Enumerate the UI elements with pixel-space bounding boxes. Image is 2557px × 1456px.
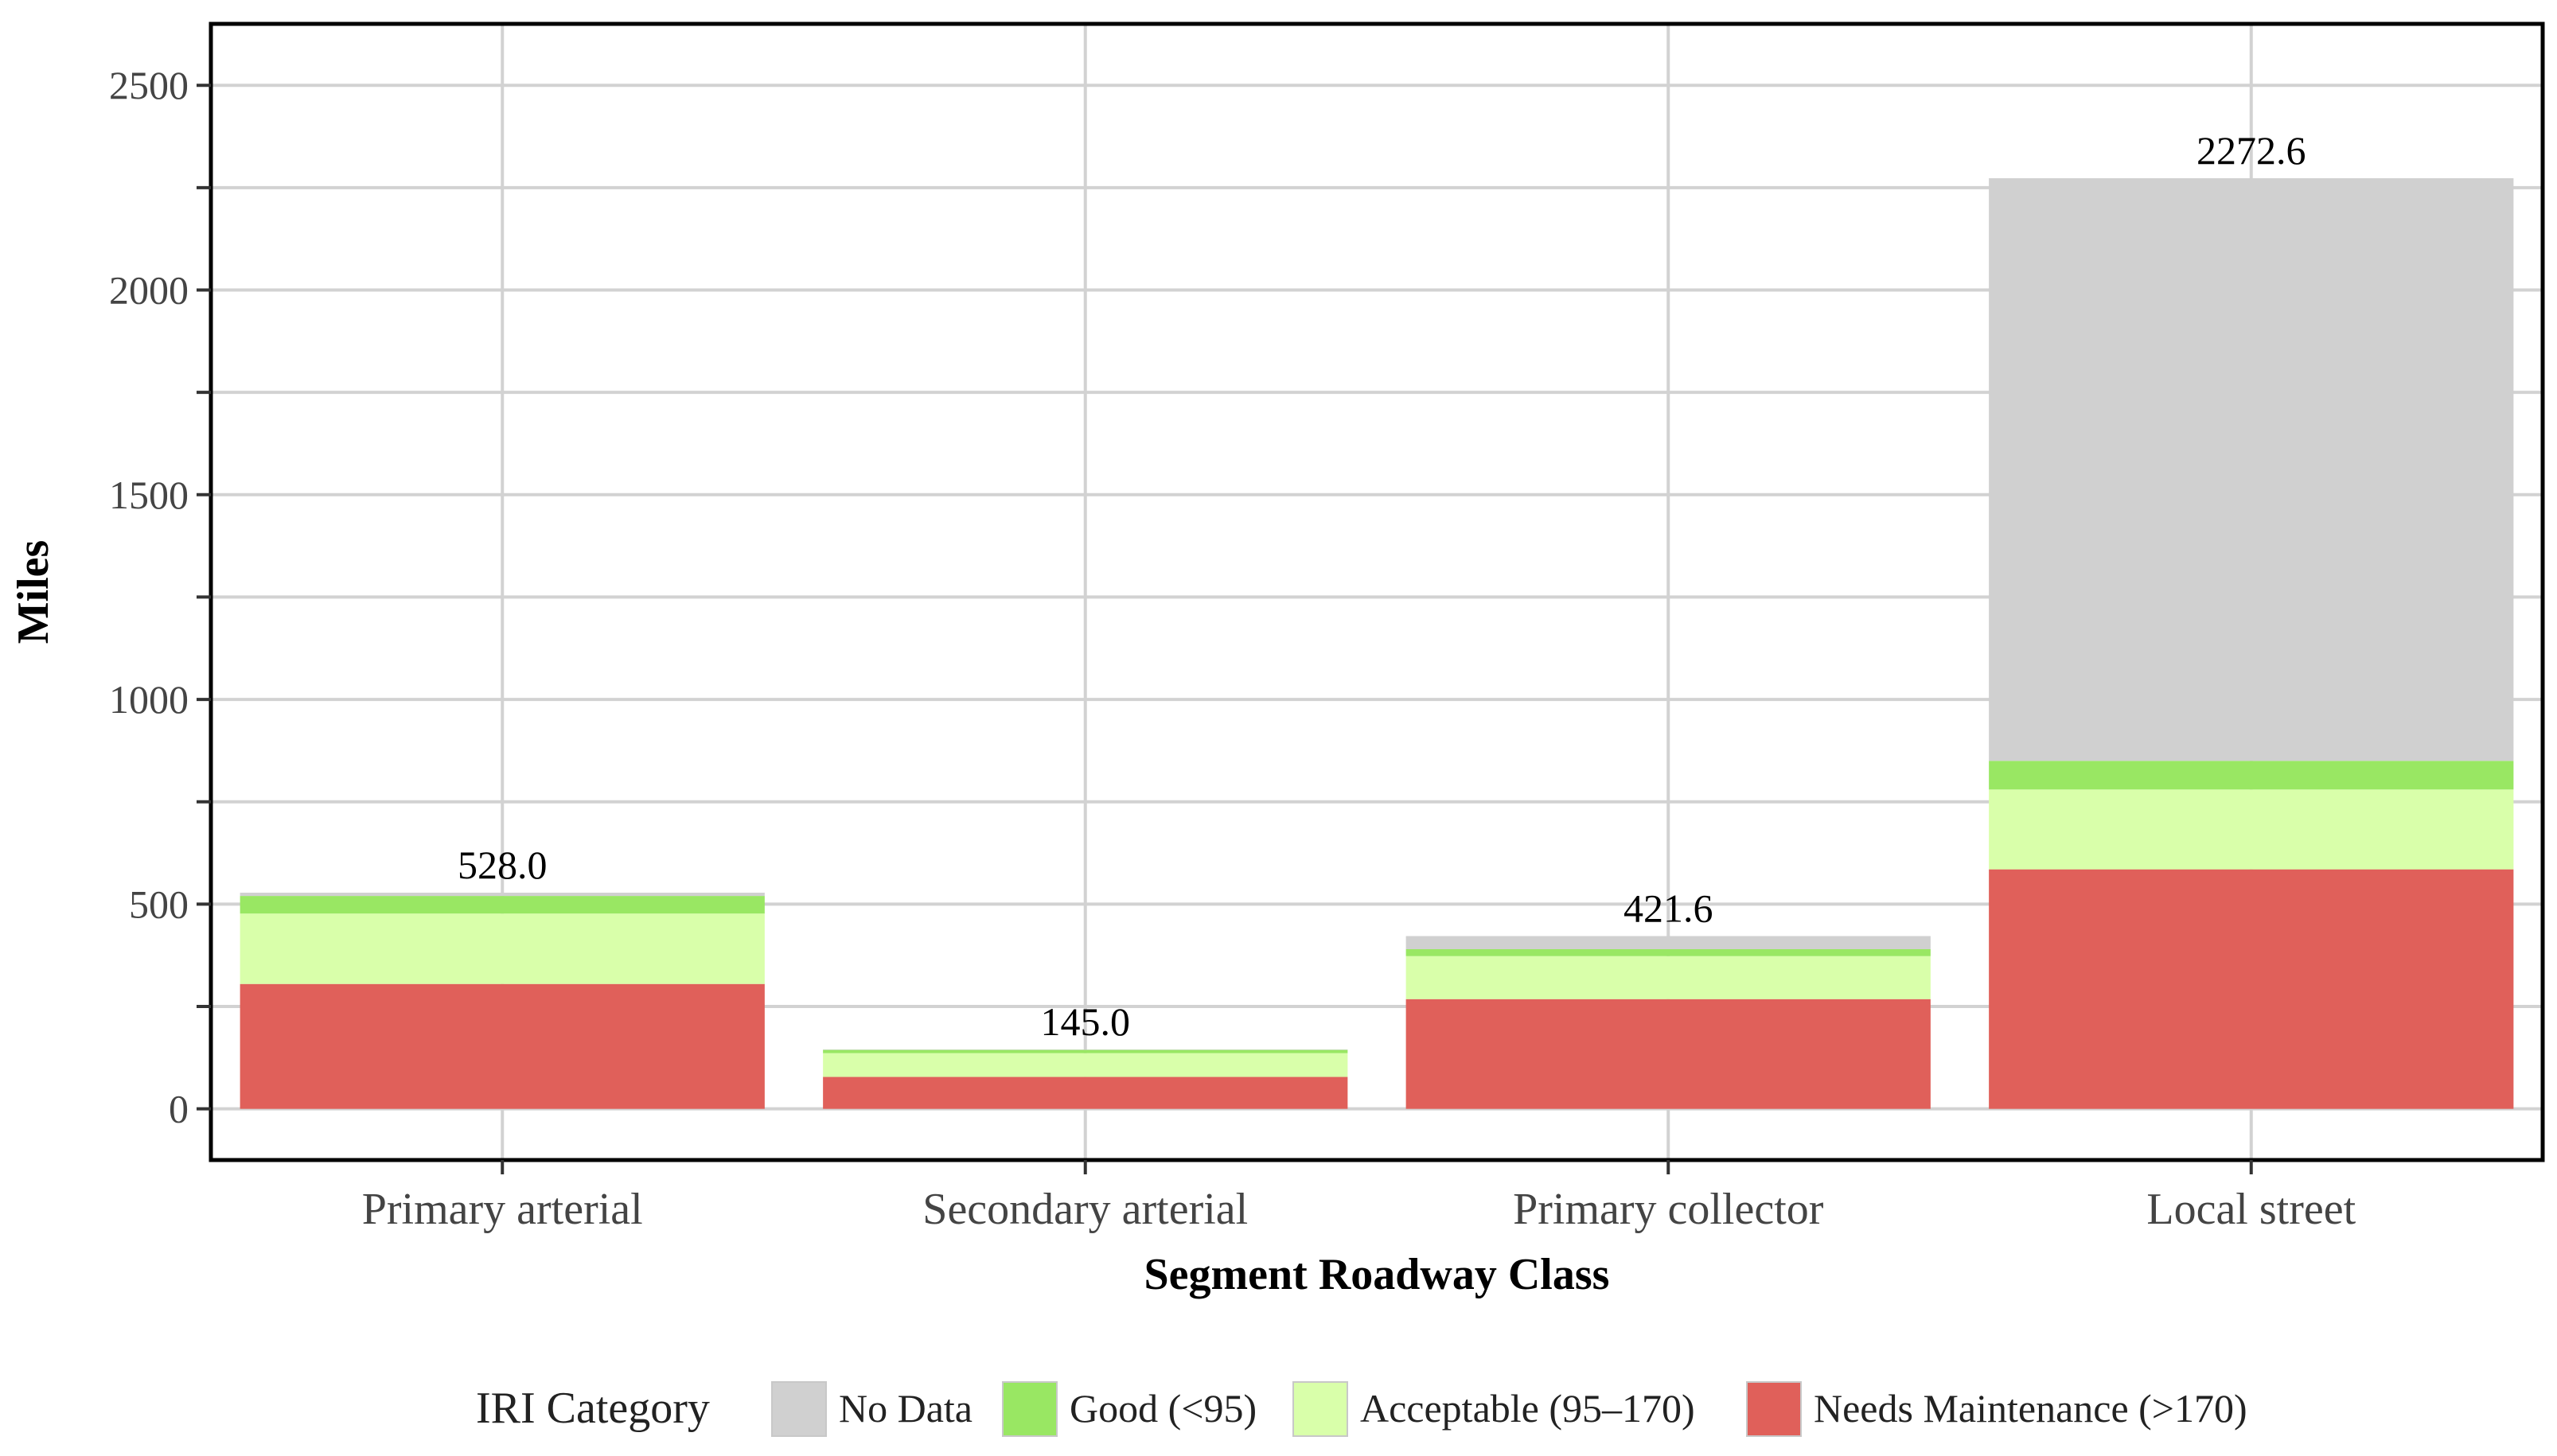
y-tick-label: 0 <box>169 1087 189 1131</box>
total-labels: 528.0 145.0 421.6 2272.6 <box>458 128 2306 1044</box>
bar-no-data <box>1405 936 1931 949</box>
x-tick-label: Primary arterial <box>362 1185 643 1234</box>
legend-title: IRI Category <box>476 1384 710 1433</box>
x-tick-label: Primary collector <box>1513 1185 1824 1234</box>
legend-key-no-data <box>771 1381 827 1437</box>
bar-good-95 <box>1989 761 2514 790</box>
axes: 0 500 1000 1500 2000 2500 Primary arterial Seco… <box>109 63 2356 1234</box>
bar-no-data <box>1989 178 2514 761</box>
y-tick-label: 1500 <box>109 473 189 517</box>
legend-label-good-95: Good (<95) <box>1070 1386 1257 1431</box>
bar-total-label: 421.6 <box>1623 886 1713 931</box>
legend-label-needs-maintenance-170: Needs Maintenance (>170) <box>1814 1386 2247 1431</box>
bar-good-95 <box>1405 948 1931 956</box>
bar-total-label: 145.0 <box>1041 999 1131 1044</box>
x-axis-title: Segment Roadway Class <box>1144 1250 1610 1299</box>
bar-needs-maintenance-170 <box>240 983 765 1109</box>
bar-good-95 <box>823 1049 1348 1053</box>
y-axis-title: Miles <box>9 540 58 644</box>
bar-needs-maintenance-170 <box>1989 869 2514 1109</box>
bars <box>240 178 2514 1109</box>
legend-label-no-data: No Data <box>839 1386 973 1431</box>
legend-key-good-95 <box>1002 1381 1058 1437</box>
legend-key-needs-maintenance-170 <box>1746 1381 1802 1437</box>
bar-no-data <box>823 1049 1348 1050</box>
y-tick-label: 2000 <box>109 267 189 312</box>
bar-acceptable-95-170 <box>1405 956 1931 999</box>
bar-total-label: 528.0 <box>458 843 548 887</box>
bar-needs-maintenance-170 <box>1405 999 1931 1109</box>
y-tick-label: 500 <box>129 882 189 926</box>
x-tick-label: Local street <box>2146 1185 2356 1234</box>
bar-good-95 <box>240 896 765 914</box>
legend: IRI Category No Data Good (<95) Acceptable… <box>476 1381 2247 1437</box>
plot-border <box>209 21 2545 1162</box>
bar-acceptable-95-170 <box>240 913 765 984</box>
bar-no-data <box>240 892 765 897</box>
y-tick-label: 1000 <box>109 677 189 722</box>
bar-acceptable-95-170 <box>1989 789 2514 870</box>
bar-needs-maintenance-170 <box>823 1076 1348 1109</box>
y-tick-label: 2500 <box>109 63 189 107</box>
legend-key-acceptable-95-170 <box>1292 1381 1348 1437</box>
bar-acceptable-95-170 <box>823 1053 1348 1077</box>
legend-label-acceptable-95-170: Acceptable (95–170) <box>1360 1386 1695 1431</box>
bar-total-label: 2272.6 <box>2196 128 2306 173</box>
x-tick-label: Secondary arterial <box>922 1185 1248 1234</box>
